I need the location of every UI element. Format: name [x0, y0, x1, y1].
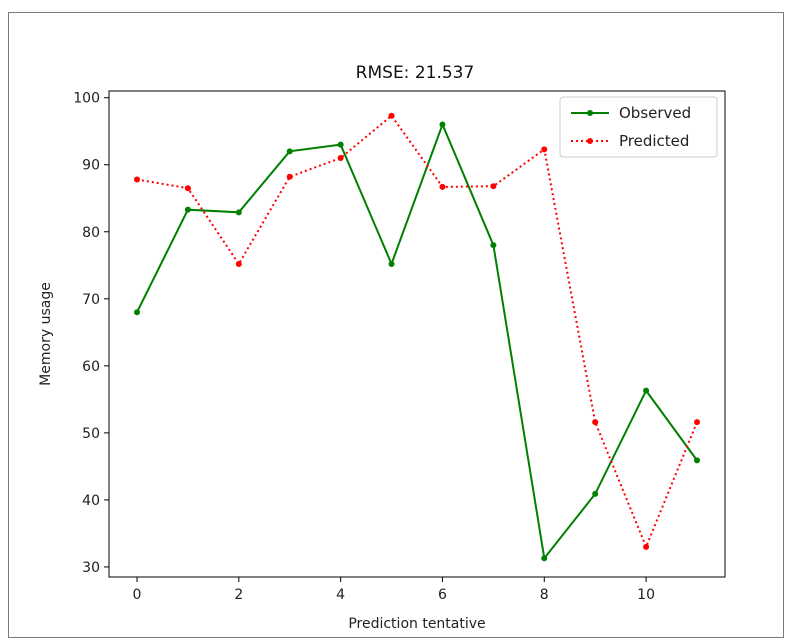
y-tick: 50	[82, 426, 109, 442]
y-tick: 60	[82, 359, 109, 375]
legend-label-observed: Observed	[619, 104, 691, 122]
x-tick: 0	[133, 577, 142, 603]
x-tick-label: 10	[637, 587, 655, 603]
data-point-observed	[286, 148, 293, 155]
data-point-predicted	[541, 146, 548, 153]
legend: Observed Predicted	[559, 96, 718, 158]
series-observed	[134, 121, 700, 562]
data-point-predicted	[184, 185, 191, 192]
x-tick: 10	[637, 577, 655, 603]
data-point-observed	[134, 309, 140, 316]
y-tick-label: 100	[73, 91, 100, 107]
x-tick-label: 4	[336, 587, 345, 603]
chart-title: RMSE: 21.537	[356, 63, 475, 83]
legend-marker-predicted	[587, 138, 593, 144]
series-predicted	[134, 112, 700, 550]
y-tick: 40	[82, 493, 109, 509]
x-axis-label: Prediction tentative	[348, 616, 485, 632]
x-tick: 2	[234, 577, 243, 603]
x-tick: 8	[540, 577, 549, 603]
plot-area	[108, 90, 726, 578]
y-axis-ticks: 30 40 50 60 70 80 90 100	[73, 91, 109, 576]
data-point-predicted	[694, 419, 700, 426]
data-point-observed	[184, 206, 191, 213]
y-tick-label: 30	[82, 560, 100, 576]
x-tick: 4	[336, 577, 345, 603]
y-tick-label: 70	[82, 292, 100, 308]
legend-entry-observed: Observed	[571, 104, 691, 122]
data-point-predicted	[439, 183, 446, 190]
data-point-predicted	[643, 543, 650, 550]
data-point-predicted	[388, 112, 395, 119]
data-point-observed	[337, 141, 344, 148]
series-layer	[134, 112, 700, 562]
data-point-predicted	[592, 419, 599, 426]
y-tick-label: 90	[82, 158, 100, 174]
x-tick-label: 2	[234, 587, 243, 603]
series-line-observed	[136, 121, 698, 561]
y-tick: 90	[82, 158, 109, 174]
legend-marker-observed	[587, 110, 593, 116]
y-tick-label: 40	[82, 493, 100, 509]
data-point-observed	[694, 457, 700, 464]
data-point-predicted	[235, 260, 242, 267]
y-tick: 70	[82, 292, 109, 308]
y-tick-label: 80	[82, 225, 100, 241]
data-point-observed	[439, 121, 446, 128]
data-point-observed	[541, 555, 548, 562]
data-point-predicted	[134, 176, 140, 183]
x-axis-ticks: 0 2 4 6 8 10	[133, 577, 655, 603]
data-point-observed	[490, 242, 497, 249]
data-point-observed	[235, 209, 242, 216]
y-tick: 30	[82, 560, 109, 576]
series-line-predicted	[136, 114, 698, 550]
y-tick-label: 60	[82, 359, 100, 375]
x-tick-label: 8	[540, 587, 549, 603]
x-tick-label: 6	[438, 587, 447, 603]
x-tick-label: 0	[133, 587, 142, 603]
data-point-predicted	[490, 183, 497, 190]
y-tick: 100	[73, 91, 109, 107]
data-point-observed	[643, 387, 650, 394]
data-point-observed	[388, 260, 395, 267]
data-point-observed	[592, 490, 599, 497]
legend-entry-predicted: Predicted	[571, 132, 689, 150]
data-point-predicted	[337, 155, 344, 162]
y-axis-label: Memory usage	[38, 282, 54, 386]
y-tick-label: 50	[82, 426, 100, 442]
y-tick: 80	[82, 225, 109, 241]
x-tick: 6	[438, 577, 447, 603]
data-point-predicted	[286, 173, 293, 180]
legend-label-predicted: Predicted	[619, 132, 689, 150]
